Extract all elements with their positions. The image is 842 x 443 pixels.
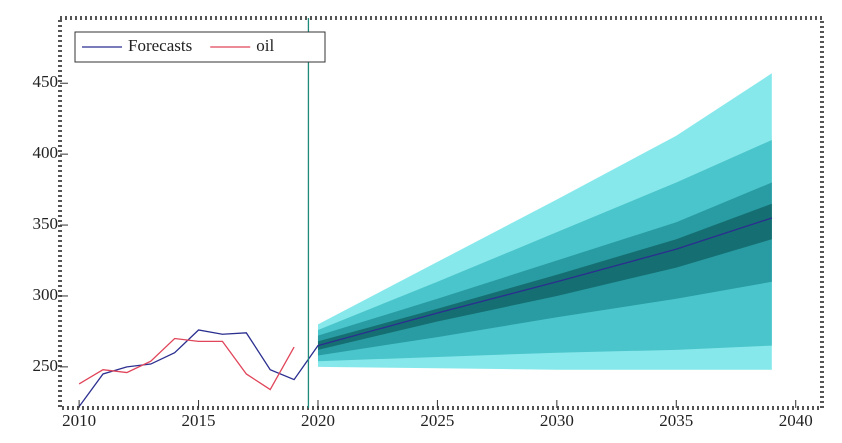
x-tick-label: 2015 <box>182 411 216 430</box>
legend-label: Forecasts <box>128 36 192 55</box>
x-tick-label: 2025 <box>420 411 454 430</box>
legend-label: oil <box>256 36 274 55</box>
legend: Forecasts oil <box>75 32 325 62</box>
y-tick-label: 300 <box>33 285 59 304</box>
page: 250 300 350 400 450 2010 2015 2020 2025 2030 2035 2… <box>0 0 842 443</box>
y-tick-label: 350 <box>33 214 59 233</box>
y-tick-label: 400 <box>33 143 59 162</box>
series-line <box>79 339 294 390</box>
y-tick-label: 250 <box>33 356 59 375</box>
x-tick-label: 2010 <box>62 411 96 430</box>
x-tick-label: 2030 <box>540 411 574 430</box>
x-tick-label: 2035 <box>659 411 693 430</box>
plot <box>79 73 772 406</box>
y-tick-label: 450 <box>33 72 59 91</box>
chart: 250 300 350 400 450 2010 2015 2020 2025 2030 2035 2… <box>0 0 842 443</box>
x-tick-label: 2040 <box>779 411 813 430</box>
x-tick-label: 2020 <box>301 411 335 430</box>
